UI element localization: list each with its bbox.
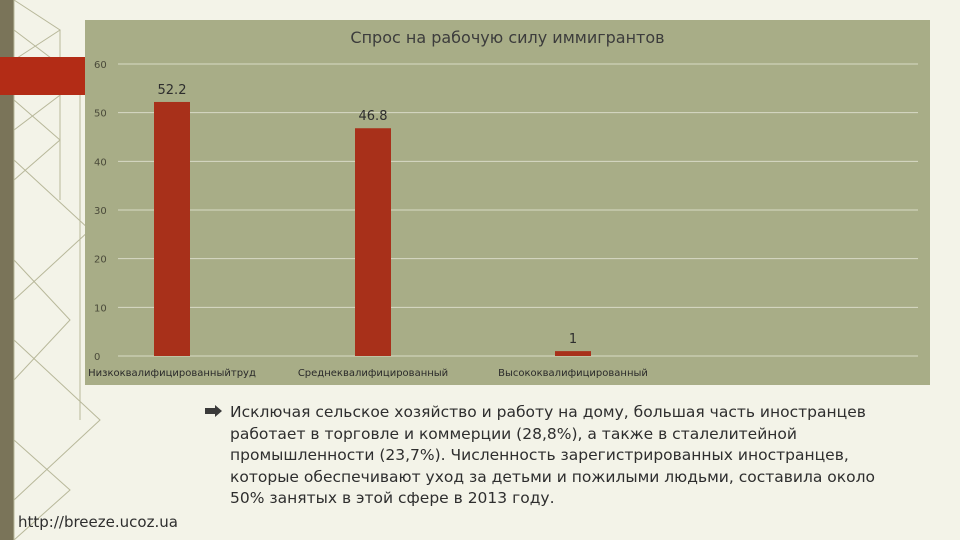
data-label: 1: [569, 332, 577, 347]
y-tick-label: 50: [94, 109, 107, 120]
data-label: 52.2: [158, 83, 187, 98]
y-tick-label: 0: [94, 352, 100, 363]
category-label: Среднеквалифицированный: [298, 368, 448, 379]
bar: [355, 128, 391, 356]
chart-title: Спрос на рабочую силу иммигрантов: [350, 28, 665, 47]
y-tick-label: 30: [94, 206, 107, 217]
y-tick-label: 10: [94, 303, 107, 314]
chart-panel: [85, 20, 930, 385]
category-label: Высококвалифицированный: [498, 368, 648, 379]
y-tick-label: 20: [94, 255, 107, 266]
bullet-paragraph: Исключая сельское хозяйство и работу на …: [230, 403, 876, 507]
source-url: http://breeze.ucoz.ua: [18, 513, 178, 531]
bar: [154, 101, 190, 357]
data-label: 46.8: [359, 109, 388, 124]
arrow-bullet-icon: [205, 405, 222, 417]
decorative-triangles: [13, 0, 101, 540]
bar: [555, 351, 591, 356]
category-label: Низкоквалифицированныйтруд: [88, 368, 256, 379]
y-tick-label: 60: [94, 60, 107, 71]
left-decorative-strip: [0, 0, 14, 540]
bar-chart: 0 10 20 30 40 50 60 52.2 Низкоквалифицированныйт…: [88, 60, 918, 379]
y-tick-label: 40: [94, 157, 107, 168]
